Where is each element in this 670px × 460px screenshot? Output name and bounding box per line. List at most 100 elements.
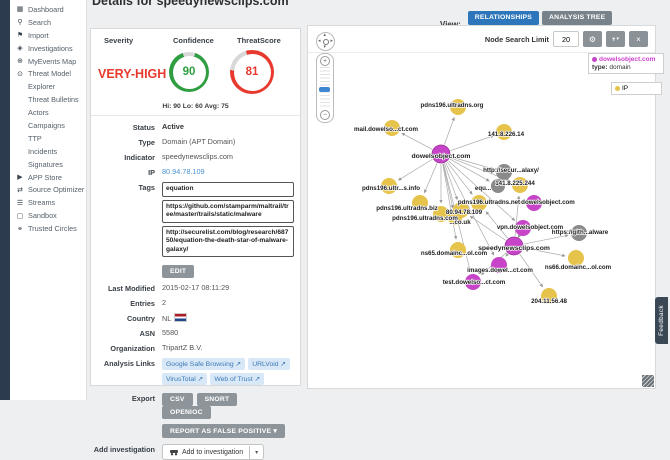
analysis-link-urlvoid[interactable]: URLVoid ↗ [248,358,290,370]
score-stats: Hi: 90 Lo: 60 Avg: 75 [91,103,300,110]
pan-left-icon[interactable]: ◂ [318,39,321,44]
threatscore-gauge: 81 [230,50,274,94]
graph-edge [444,117,454,144]
pan-down-icon[interactable]: ▾ [324,45,327,50]
legend-ip-label: IP [622,85,628,92]
resize-handle[interactable] [642,375,654,387]
sidebar-item-explorer[interactable]: Explorer [10,80,86,93]
graph-zoom-slider[interactable]: + − [316,53,334,123]
field-value: TripartZ B.V. [162,343,202,352]
tag[interactable]: https://github.com/stamparm/maltrail/tre… [162,200,294,223]
edit-button[interactable]: EDIT [162,265,194,278]
sidebar-item-sandbox[interactable]: ▢Sandbox [10,209,86,222]
pan-right-icon[interactable]: ▸ [330,39,333,44]
sidebar-item-source-optimizer[interactable]: ⇄Source Optimizer [10,183,86,196]
sidebar-item-app-store[interactable]: ▶APP Store [10,171,86,184]
sidebar-item-label: Signatures [28,160,63,169]
graph-node-label: 141.8.226.14 [488,131,525,138]
ip-node-dot [615,86,620,91]
sidebar-item-ttp[interactable]: TTP [10,132,86,145]
sidebar-item-label: Actors [28,108,49,117]
graph-node-label: mail.dowelso...ct.com [354,126,418,133]
analysis-link-web-of-trust[interactable]: Web of Trust ↗ [210,373,264,385]
sidebar-item-incidents[interactable]: Incidents [10,145,86,158]
graph-node-label: pdns196.ultr...s.info [362,185,420,192]
feedback-label: Feedback [658,305,665,336]
sidebar-item-investigations[interactable]: ◈Investigations [10,42,86,55]
node-tooltip: dowelsobject.com type: domain [588,53,664,74]
severity-value: VERY-HIGH [98,67,166,81]
sidebar-item-label: TTP [28,134,42,143]
graph-node-label: pdns196.ultradns.biz [376,205,438,212]
sidebar-item-search[interactable]: ⚲Search [10,16,86,29]
analysis-link-google-safe-browsing[interactable]: Google Safe Browsing ↗ [162,358,245,370]
graph-edge [402,133,432,149]
legend-ip: IP [611,82,662,95]
add-to-investigation-button[interactable]: Add to investigation ▾ [162,444,264,460]
field-label: Status [91,122,155,132]
graph-pan-compass[interactable]: ▴ ▾ ◂ ▸ [316,32,335,51]
sidebar-item-label: Campaigns [28,121,65,130]
field-value[interactable]: 80.94.78.109 [162,167,205,176]
sidebar-item-trusted-circles[interactable]: ⚭Trusted Circles [10,222,86,235]
node-search-limit-input[interactable] [553,31,579,47]
sidebar-item-myevents-map[interactable]: ⊕MyEvents Map [10,55,86,68]
export-openioc-button[interactable]: OPENIOC [162,406,211,419]
chevron-down-icon[interactable]: ▾ [249,446,263,459]
pan-up-icon[interactable]: ▴ [324,33,327,38]
sidebar-item-label: Import [28,31,49,40]
node-search-limit-label: Node Search Limit [485,35,549,44]
graph-node-label: pdns196.ultradns.net [458,199,520,206]
tooltip-node-name: dowelsobject.com [599,56,655,63]
sidebar-item-actors[interactable]: Actors [10,106,86,119]
relationship-graph[interactable]: mail.dowelso...ct.compdns196.ultradns.or… [308,26,657,390]
sidebar-item-streams[interactable]: ☰Streams [10,196,86,209]
sidebar-item-label: Search [28,18,51,27]
analysis-links-label: Analysis Links [91,358,155,368]
graph-edge [443,164,453,208]
tooltip-type-label: type: [592,64,608,71]
graph-edge [424,163,437,193]
sidebar-item-campaigns[interactable]: Campaigns [10,119,86,132]
details-panel: Severity Confidence ThreatScore VERY-HIG… [90,28,301,386]
graph-node-label: 80.94.78.109 [446,209,483,216]
zoom-in-icon[interactable]: + [320,56,330,66]
graph-edge [524,235,568,244]
view-tab-analysis-tree[interactable]: ANALYSIS TREE [542,11,612,25]
field-value: 2015-02-17 08:11:29 [162,283,229,292]
graph-filter-button[interactable]: ▾ [606,31,625,47]
sidebar-item-dashboard[interactable]: ▦Dashboard [10,3,86,16]
feedback-tab[interactable]: Feedback [655,297,668,344]
sandbox-icon: ▢ [15,212,25,220]
import-icon: ⚑ [15,31,25,39]
report-false-positive-button[interactable]: REPORT AS FALSE POSITIVE ▾ [162,424,285,438]
graph-close-button[interactable]: × [629,31,648,47]
sidebar-item-signatures[interactable]: Signatures [10,158,86,171]
analysis-link-virustotal[interactable]: VirusTotal ↗ [162,373,207,385]
graph-settings-button[interactable]: ⚙ [583,31,602,47]
pan-center-icon[interactable] [323,39,329,45]
field-label: Organization [91,343,155,353]
graph-toolbar: Node Search Limit ⚙ ▾ × [308,26,655,53]
graph-edge [398,159,432,180]
threatscore-value: 81 [234,54,271,91]
sidebar-item-label: Streams [28,198,55,207]
left-nav-strip [0,0,10,400]
graph-node-label: dowelsobject.com [412,153,471,160]
view-tab-relationships[interactable]: RELATIONSHIPS [468,11,539,25]
zoom-slider-handle[interactable] [319,87,330,92]
threat-model-icon: ⊙ [15,70,25,78]
tag[interactable]: equation [162,182,294,197]
sidebar-item-threat-model[interactable]: ⊙Threat Model [10,67,86,80]
nl-flag-icon [174,313,187,322]
zoom-out-icon[interactable]: − [320,110,330,120]
sidebar-item-import[interactable]: ⚑Import [10,29,86,42]
graph-node-label: https://gith...alware [552,229,609,236]
add-investigation-label: Add investigation [91,444,155,454]
tag[interactable]: http://securelist.com/blog/research/6875… [162,226,294,258]
sidebar-item-threat-bulletins[interactable]: Threat Bulletins [10,93,86,106]
confidence-value: 90 [173,56,206,89]
